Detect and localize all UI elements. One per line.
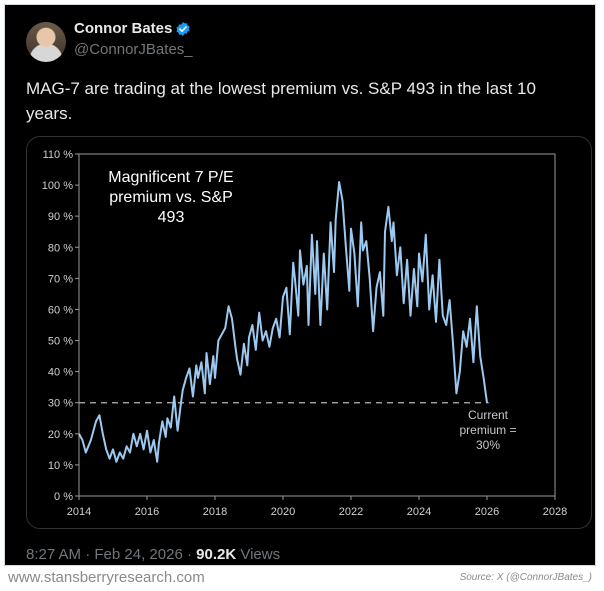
y-tick-label: 100 % <box>42 180 73 192</box>
series-line-mag7-premium <box>78 181 488 463</box>
annotation-line-3: 30% <box>476 438 500 452</box>
chart-image[interactable]: 0 % 10 % 20 % 30 % 40 % 50 % 60 % 70 % 80 % 90 % 1… <box>26 136 592 529</box>
y-tick-label: 10 % <box>48 460 73 472</box>
y-tick-label: 90 % <box>48 211 73 223</box>
y-tick-label: 0 % <box>54 491 73 503</box>
avatar[interactable] <box>26 22 66 62</box>
chart-title-line-2: premium vs. S&P <box>109 189 233 206</box>
tweet-meta: 8:27 AM · Feb 24, 2026 · 90.2K Views <box>26 546 280 563</box>
source-credit: Source: X (@ConnorJBates_) <box>459 572 592 583</box>
tweet-date[interactable]: Feb 24, 2026 <box>94 546 183 563</box>
y-tick-label: 110 % <box>43 149 74 161</box>
annotation-line-2: premium = <box>459 423 516 437</box>
author-handle[interactable]: @ConnorJBates_ <box>74 41 193 58</box>
x-tick-label: 2022 <box>339 506 363 518</box>
pe-premium-chart: 0 % 10 % 20 % 30 % 40 % 50 % 60 % 70 % 80 % 90 % 1… <box>42 149 567 518</box>
x-tick-label: 2024 <box>407 506 431 518</box>
meta-separator: · <box>186 546 197 563</box>
y-tick-label: 40 % <box>48 367 73 379</box>
tweet-card: Connor Bates @ConnorJBates_ MAG-7 are tr… <box>4 4 596 566</box>
annotation-line-1: Current <box>468 408 509 422</box>
plot-frame <box>78 153 556 497</box>
y-tick-label: 80 % <box>48 242 73 254</box>
meta-separator: · <box>85 546 95 563</box>
y-tick-label: 60 % <box>48 304 73 316</box>
tweet-time[interactable]: 8:27 AM <box>26 546 82 563</box>
y-tick-label: 20 % <box>48 429 73 441</box>
tweet-text: MAG-7 are trading at the lowest premium … <box>26 79 536 123</box>
y-tick-label: 50 % <box>48 336 73 348</box>
y-tick-label: 30 % <box>48 398 73 410</box>
x-tick-label: 2018 <box>203 506 227 518</box>
x-tick-label: 2020 <box>271 506 295 518</box>
views-count: 90.2K <box>196 546 237 563</box>
verified-badge-icon <box>176 22 190 36</box>
x-tick-label: 2026 <box>475 506 499 518</box>
x-tick-label: 2028 <box>543 506 567 518</box>
watermark-site: www.stansberryresearch.com <box>8 569 205 586</box>
views-label: Views <box>240 546 281 563</box>
x-tick-label: 2016 <box>135 506 159 518</box>
y-tick-label: 70 % <box>48 273 73 285</box>
x-tick-label: 2014 <box>67 506 91 518</box>
chart-title-line-1: Magnificent 7 P/E <box>108 169 233 186</box>
author-name[interactable]: Connor Bates <box>74 20 173 37</box>
chart-title-line-3: 493 <box>158 209 185 226</box>
